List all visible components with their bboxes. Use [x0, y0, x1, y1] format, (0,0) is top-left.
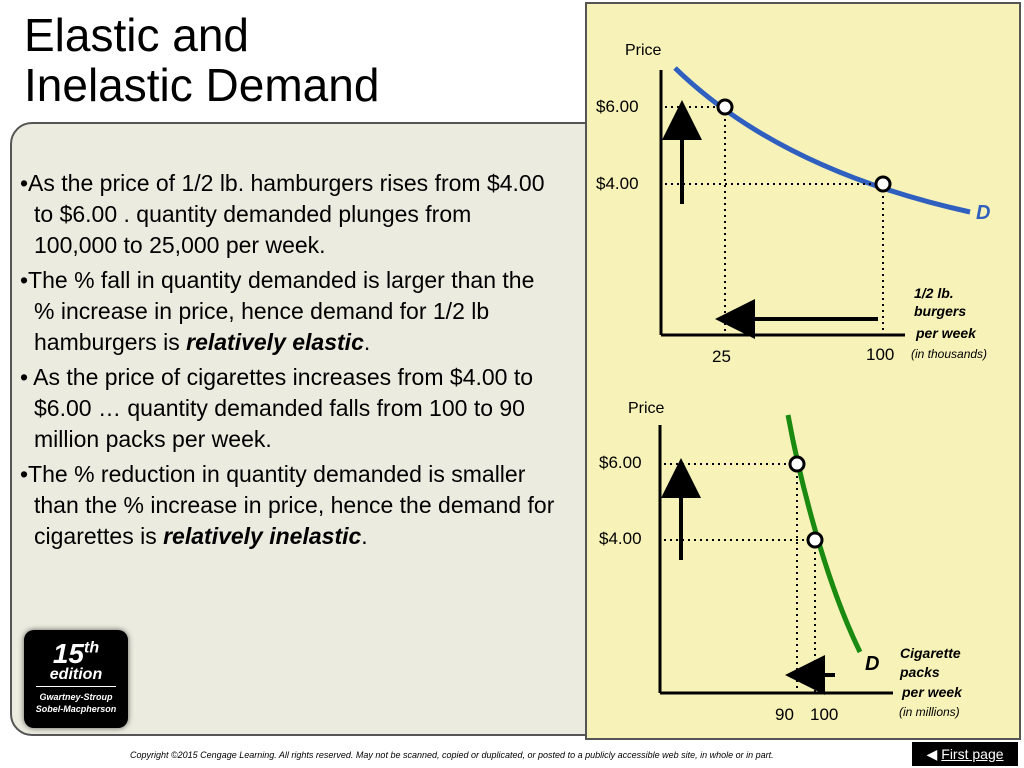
tick-label-6: $6.00 — [596, 97, 639, 116]
y-axis-label: Price — [628, 400, 665, 417]
authors: Gwartney-Stroup Sobel-Macpherson — [35, 692, 117, 714]
copyright-text: Copyright ©2015 Cengage Learning. All ri… — [130, 750, 774, 760]
bullet-2: •The % fall in quantity demanded is larg… — [20, 267, 535, 355]
emphasis-relatively-elastic: relatively elastic — [186, 329, 364, 355]
point-100-4 — [806, 531, 824, 549]
slide-title: Elastic and Inelastic Demand — [24, 10, 524, 110]
demand-curve-elastic — [673, 66, 971, 215]
tick-label-90: 90 — [775, 705, 794, 724]
curve-label-d: D — [865, 653, 879, 675]
edition-label: edition — [36, 666, 116, 687]
tick-label-6: $6.00 — [599, 453, 642, 472]
point-25-6 — [716, 98, 734, 116]
y-axis-label: Price — [625, 42, 662, 59]
chart-cigarettes: Price $6.00 $4.00 90 100 D Cigarette pac… — [599, 400, 963, 724]
graph-panel — [585, 2, 1021, 740]
title-line-1: Elastic and — [24, 9, 250, 61]
first-page-button[interactable]: ◀ First page — [912, 742, 1018, 766]
point-90-6 — [788, 455, 806, 473]
x-axis-label-1: 1/2 lb. — [914, 285, 954, 301]
tick-label-25: 25 — [712, 347, 731, 366]
tick-label-100: 100 — [866, 345, 894, 364]
bullet-1: •As the price of 1/2 lb. hamburgers rise… — [20, 170, 545, 258]
tick-label-100: 100 — [810, 705, 838, 724]
point-100-4 — [874, 175, 892, 193]
arrow-left-icon: ◀ — [926, 745, 938, 762]
bullet-3: • As the price of cigarettes increases f… — [20, 364, 534, 452]
x-axis-label-3: per week — [915, 325, 977, 341]
edition-number: 15th — [52, 638, 100, 669]
x-axis-label-1: Cigarette — [900, 645, 961, 661]
x-axis-label-3: per week — [901, 684, 963, 700]
x-axis-label-2: packs — [899, 664, 940, 680]
bullet-list: •As the price of 1/2 lb. hamburgers rise… — [20, 168, 560, 552]
x-axis-unit: (in thousands) — [911, 347, 987, 361]
title-line-2: Inelastic Demand — [24, 59, 380, 111]
x-axis-label-2: burgers — [914, 303, 966, 319]
tick-label-4: $4.00 — [599, 529, 642, 548]
demand-curve-inelastic — [785, 414, 863, 654]
tick-label-4: $4.00 — [596, 174, 639, 193]
curve-label-d: D — [976, 202, 990, 224]
first-page-label: First page — [941, 746, 1004, 762]
bullet-4: •The % reduction in quantity demanded is… — [20, 461, 555, 549]
emphasis-relatively-inelastic: relatively inelastic — [163, 523, 362, 549]
edition-badge: 15th edition Gwartney-Stroup Sobel-Macphe… — [24, 630, 128, 728]
x-axis-unit: (in millions) — [899, 705, 960, 719]
chart-hamburgers: Price $6.00 $4.00 25 100 D 1/2 lb. burge… — [596, 42, 990, 366]
